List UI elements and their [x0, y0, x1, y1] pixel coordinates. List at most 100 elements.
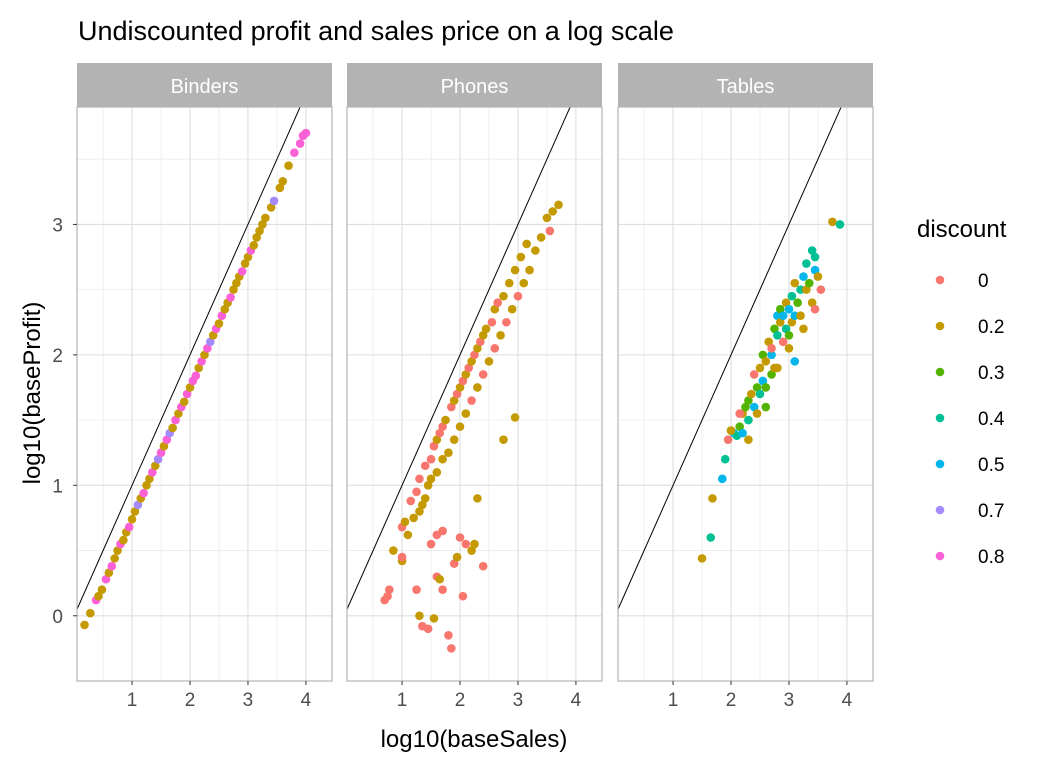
scatter-point	[473, 494, 482, 503]
scatter-point	[784, 344, 794, 353]
scatter-point	[487, 317, 497, 327]
scatter-point	[767, 344, 776, 353]
scatter-point	[470, 539, 479, 549]
scatter-point	[429, 614, 439, 623]
legend-label: 0.7	[978, 501, 1004, 522]
scatter-point	[179, 397, 189, 407]
scatter-point	[94, 591, 103, 601]
scatter-point	[767, 370, 776, 379]
x-tick-label: 1	[397, 690, 408, 711]
scatter-point	[784, 304, 794, 314]
scatter-point	[217, 311, 227, 321]
panel-border	[617, 106, 874, 682]
scatter-point	[787, 291, 797, 301]
scatter-point	[810, 265, 820, 275]
scatter-point	[775, 317, 785, 327]
scatter-point	[499, 435, 508, 444]
scatter-point	[773, 330, 782, 340]
scatter-point	[449, 559, 459, 568]
legend-item: 0.3	[935, 363, 1004, 384]
scatter-point	[773, 363, 782, 373]
grid-lines	[77, 107, 332, 681]
scatter-point	[389, 546, 398, 555]
scatter-point	[490, 344, 500, 353]
scatter-point	[139, 488, 148, 498]
scatter-point	[813, 272, 823, 281]
scatter-point	[735, 409, 745, 418]
scatter-point	[191, 371, 201, 381]
scatter-point	[781, 324, 791, 334]
scatter-point	[481, 324, 491, 334]
scatter-point	[464, 363, 474, 373]
scatter-point	[787, 317, 797, 327]
legend-items: 0 0.2 0.3 0.4 0.5 0.7 0.8	[935, 271, 1005, 568]
scatter-point	[420, 494, 430, 503]
scatter-point	[799, 324, 808, 334]
scatter-point	[423, 624, 433, 634]
scatter-point	[415, 507, 424, 516]
legend-swatch	[935, 321, 945, 331]
scatter-point	[718, 474, 727, 484]
x-axis-title: log10(baseSales)	[381, 726, 568, 753]
x-tick-label: 4	[571, 690, 582, 711]
reference-line	[347, 107, 571, 610]
scatter-point	[249, 240, 259, 250]
legend-label: 0	[978, 271, 989, 292]
scatter-point	[130, 507, 140, 516]
scatter-point	[706, 533, 716, 542]
scatter-point	[767, 350, 776, 360]
scatter-point	[749, 370, 759, 379]
scatter-point	[548, 207, 558, 216]
scatter-point	[744, 396, 753, 405]
scatter-point	[458, 591, 468, 601]
scatter-point	[455, 383, 465, 392]
legend-item: 0.5	[935, 455, 1004, 476]
scatter-point	[516, 252, 526, 262]
scatter-point	[275, 183, 285, 193]
y-tick-label: 2	[52, 346, 63, 367]
x-tick-label: 3	[513, 690, 524, 711]
scatter-point	[429, 441, 439, 451]
scatter-point	[426, 474, 436, 484]
scatter-point	[799, 272, 808, 281]
scatter-point	[403, 530, 413, 540]
y-axis-title: log10(baseProfit)	[19, 302, 46, 485]
scatter-point	[229, 285, 238, 294]
scatter-point	[444, 448, 453, 458]
scatter-point	[525, 265, 534, 275]
scatter-points	[380, 200, 563, 653]
scatter-point	[156, 448, 166, 458]
scatter-point	[133, 500, 143, 510]
legend-swatch	[935, 367, 945, 377]
scatter-point	[406, 496, 416, 506]
scatter-point	[746, 389, 756, 399]
facet-panel-phones: Phones 1 2 3 4	[346, 63, 603, 711]
scatter-point	[107, 561, 117, 571]
scatter-point	[758, 350, 768, 360]
legend-item: 0.8	[935, 547, 1004, 568]
scatter-point	[473, 383, 482, 392]
scatter-point	[802, 285, 811, 294]
scatter-point	[432, 467, 442, 477]
scatter-point	[232, 278, 241, 288]
scatter-point	[435, 574, 445, 584]
scatter-point	[200, 350, 209, 360]
scatter-point	[185, 383, 195, 392]
scatter-point	[810, 252, 820, 262]
scatter-point	[531, 246, 540, 255]
scatter-points	[697, 217, 845, 563]
scatter-point	[400, 517, 410, 527]
scatter-point	[752, 383, 762, 392]
x-tick-label: 2	[185, 690, 196, 711]
legend-item: 0.4	[935, 409, 1005, 430]
scatter-point	[214, 319, 224, 328]
scatter-point	[697, 554, 707, 563]
scatter-point	[182, 389, 192, 399]
scatter-point	[426, 539, 436, 549]
scatter-point	[764, 337, 773, 347]
scatter-point	[802, 259, 811, 268]
x-tick-label: 1	[127, 690, 138, 711]
scatter-point	[441, 415, 450, 425]
scatter-point	[168, 423, 177, 433]
y-tick-label: 1	[52, 476, 63, 497]
